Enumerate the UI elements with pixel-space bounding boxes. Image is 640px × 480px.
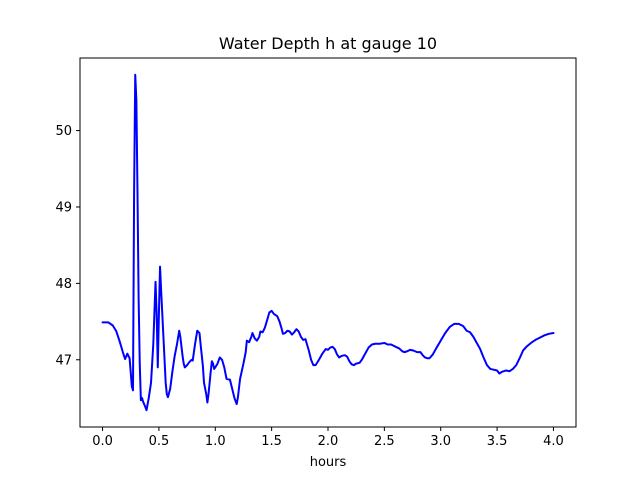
y-tick-label: 48 bbox=[55, 277, 72, 292]
x-tick-label: 3.5 bbox=[487, 434, 508, 449]
y-tick-label: 47 bbox=[55, 353, 72, 368]
x-tick-label: 1.5 bbox=[261, 434, 282, 449]
y-axis: 47 48 49 50 bbox=[55, 124, 80, 368]
x-tick-label: 0.0 bbox=[92, 434, 113, 449]
x-tick-label: 2.0 bbox=[318, 434, 339, 449]
x-tick-label: 2.5 bbox=[374, 434, 395, 449]
plot-area bbox=[101, 73, 555, 412]
x-tick-label: 0.5 bbox=[149, 434, 170, 449]
x-tick-label: 3.0 bbox=[430, 434, 451, 449]
x-axis: 0.0 0.5 1.0 1.5 2.0 2.5 3.0 3.5 4.0 bbox=[92, 427, 564, 449]
x-tick-label: 4.0 bbox=[543, 434, 564, 449]
y-tick-label: 50 bbox=[55, 124, 72, 139]
x-tick-label: 1.0 bbox=[205, 434, 226, 449]
chart-title: Water Depth h at gauge 10 bbox=[219, 34, 437, 53]
series-line bbox=[101, 73, 555, 412]
x-axis-label: hours bbox=[310, 455, 347, 470]
y-tick-label: 49 bbox=[55, 200, 72, 215]
